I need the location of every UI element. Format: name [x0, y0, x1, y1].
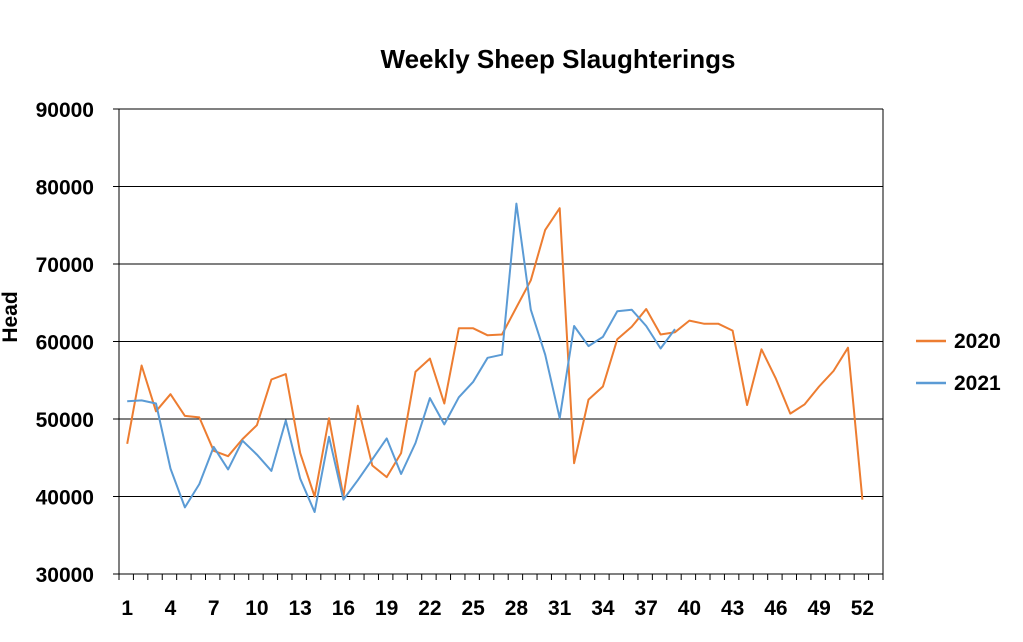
- x-tick-label-25: 25: [461, 597, 485, 620]
- legend-label-2020: 2020: [954, 330, 1001, 353]
- x-tick-label-28: 28: [505, 597, 529, 620]
- x-tick-label-7: 7: [208, 597, 220, 620]
- x-tick-label-22: 22: [418, 597, 441, 620]
- x-tick-label-46: 46: [764, 597, 787, 620]
- x-tick-label-10: 10: [245, 597, 268, 620]
- legend-label-2021: 2021: [954, 372, 1001, 395]
- y-tick-label-40000: 40000: [36, 487, 94, 510]
- x-axis-tick-labels: 1 4 7 10 13 16 19 22 25 28 31 34 37 40 43 46 49 52: [121, 597, 874, 620]
- x-tick-label-37: 37: [634, 597, 657, 620]
- x-tick-label-40: 40: [678, 597, 701, 620]
- x-tick-label-52: 52: [851, 597, 874, 620]
- x-tick-label-4: 4: [165, 597, 177, 620]
- series-line-2021: [127, 202, 676, 513]
- x-tick-label-49: 49: [807, 597, 830, 620]
- y-axis-title: Head: [0, 291, 22, 342]
- x-tick-label-19: 19: [375, 597, 398, 620]
- plot-area: [113, 108, 884, 580]
- legend: 2020 2021: [916, 330, 1001, 395]
- y-tick-label-50000: 50000: [36, 409, 94, 432]
- y-axis-tick-labels: 30000 40000 50000 60000 70000 80000 90000: [36, 99, 94, 587]
- series-line-2020: [126, 207, 864, 500]
- y-tick-label-60000: 60000: [36, 332, 94, 355]
- chart-title: Weekly Sheep Slaughterings: [380, 44, 736, 74]
- x-tick-label-1: 1: [121, 597, 133, 620]
- series-layer: [126, 202, 864, 513]
- x-tick-label-43: 43: [721, 597, 744, 620]
- y-tick-label-70000: 70000: [36, 254, 94, 277]
- x-tick-label-34: 34: [591, 597, 615, 620]
- y-tick-label-90000: 90000: [36, 99, 94, 122]
- x-tick-label-16: 16: [332, 597, 355, 620]
- y-tick-label-80000: 80000: [36, 177, 94, 200]
- x-tick-label-31: 31: [548, 597, 572, 620]
- x-tick-label-13: 13: [289, 597, 312, 620]
- y-tick-label-30000: 30000: [36, 564, 94, 587]
